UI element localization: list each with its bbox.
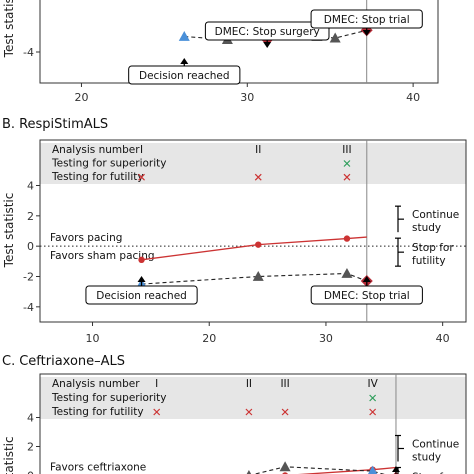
futility-cross-b xyxy=(254,173,262,181)
x-tick-label: 10 xyxy=(86,332,100,345)
analysis-roman-label: II xyxy=(246,378,252,390)
y-tick-label: -2 xyxy=(23,271,34,284)
analysis-roman-label: III xyxy=(280,378,289,390)
callout-dmec-stop-surgery-arrow-head xyxy=(263,42,272,48)
futility-row-label: Testing for futility xyxy=(51,406,144,418)
superiority-cross-b xyxy=(369,394,377,402)
futility-cross-b xyxy=(153,408,161,416)
futility-cross xyxy=(343,173,351,181)
continue-label-line2: study xyxy=(412,452,441,464)
futility-triangle-point xyxy=(341,267,353,278)
panel-frame xyxy=(39,373,467,474)
panel-2: B. RespiStimALS Test statistic -4 -2 0 2 4 10 20 3… xyxy=(2,117,467,345)
panel-frame xyxy=(39,139,467,323)
continue-label-line2: study xyxy=(412,222,441,234)
futility-triangle-point xyxy=(246,470,252,474)
futility-cross xyxy=(369,408,377,416)
y-axis-title: Test statistic xyxy=(2,193,16,269)
futility-cross xyxy=(153,408,161,416)
y-axis-title: statistic xyxy=(2,436,16,474)
x-tick-label: 30 xyxy=(319,332,333,345)
callout-decision-reached-label: Decision reached xyxy=(139,70,230,82)
decision-triangle-point xyxy=(367,465,378,474)
x-tick-label: 40 xyxy=(406,91,420,104)
futility-label-line1: Stop for xyxy=(412,472,454,474)
y-tick-label: 0 xyxy=(27,470,34,474)
callout-decision-reached-arrow-head xyxy=(180,58,189,64)
superiority-row-label: Testing for superiority xyxy=(51,392,167,404)
callout-decision-reached-label: Decision reached xyxy=(96,290,187,302)
futility-triangle-point xyxy=(279,461,291,472)
y-tick-label: 4 xyxy=(27,412,34,425)
x-tick-label: 20 xyxy=(74,91,88,104)
callout-decision-reached-arrow-head xyxy=(137,276,146,282)
efficacy-point xyxy=(138,256,145,264)
analysis-number-label: Analysis number xyxy=(52,144,140,156)
favors-upper-label: Favors pacing xyxy=(50,232,122,244)
y-axis-title: Test statistic xyxy=(2,0,16,58)
futility-cross-b xyxy=(343,173,351,181)
efficacy-point xyxy=(343,235,351,242)
futility-label-line2: futility xyxy=(412,255,446,267)
futility-triangle-point xyxy=(329,32,341,43)
superiority-cross xyxy=(369,394,377,402)
futility-label-line1: Stop for xyxy=(412,242,454,254)
panel-title: C. Ceftriaxone–ALS xyxy=(2,354,125,369)
favors-lower-label: Favors sham pacing xyxy=(50,250,155,262)
panel-label: C. xyxy=(2,354,15,369)
efficacy-point xyxy=(255,241,262,248)
y-tick-label: 0 xyxy=(27,240,34,253)
futility-cross xyxy=(245,408,253,416)
panel-3: C. Ceftriaxone–ALS statistic 0 2 4 Analysis nu… xyxy=(2,354,467,474)
futility-cross-b xyxy=(369,408,377,416)
analysis-roman-label: III xyxy=(342,144,351,156)
x-tick-label: 30 xyxy=(240,91,254,104)
analysis-roman-label: I xyxy=(155,378,158,390)
y-tick-label: -4 xyxy=(23,46,34,59)
callout-dmec-stop-trial-label: DMEC: Stop trial xyxy=(324,290,410,302)
x-tick-label: 40 xyxy=(436,332,450,345)
superiority-cross-b xyxy=(343,160,351,167)
efficacy-series-line xyxy=(141,236,367,261)
continue-label-line1: Continue xyxy=(412,209,459,221)
futility-cross xyxy=(254,173,262,181)
analysis-number-label: Analysis number xyxy=(52,378,140,390)
analysis-header-band xyxy=(40,377,466,419)
futility-series-line xyxy=(141,272,367,285)
futility-cross-b xyxy=(138,173,145,181)
futility-cross-b xyxy=(245,408,253,416)
superiority-cross xyxy=(343,160,351,167)
superiority-row-label: Testing for superiority xyxy=(51,158,167,170)
callout-dmec-stop-trial-arrow-head xyxy=(362,30,371,36)
futility-cross xyxy=(138,173,145,181)
panel-title: B. RespiStimALS xyxy=(2,117,108,132)
panel-title-text: Ceftriaxone–ALS xyxy=(19,354,125,369)
futility-cross xyxy=(281,408,289,416)
efficacy-series-line xyxy=(297,466,397,474)
panel-label: B. xyxy=(2,117,15,132)
panel-1: Test statistic -4 20 30 40 DMEC: Stop surgery… xyxy=(2,0,439,104)
y-tick-label: -4 xyxy=(23,301,34,314)
callout-dmec-stop-trial-arrow-head xyxy=(362,276,371,282)
analysis-roman-label: I xyxy=(140,144,143,156)
panel-title-text: RespiStimALS xyxy=(19,117,108,132)
decision-triangle-point xyxy=(178,31,190,41)
callout-dmec-stop-trial-label: DMEC: Stop trial xyxy=(324,14,410,26)
y-tick-label: 2 xyxy=(27,210,34,223)
futility-triangle-point xyxy=(252,271,264,281)
analysis-roman-label: IV xyxy=(367,378,378,390)
favors-upper-label: Favors ceftriaxone xyxy=(50,462,146,474)
continue-label-line1: Continue xyxy=(412,439,459,451)
analysis-header-band xyxy=(40,143,466,184)
x-tick-label: 20 xyxy=(202,332,216,345)
futility-row-label: Testing for futility xyxy=(51,171,144,183)
futility-cross-b xyxy=(281,408,289,416)
analysis-roman-label: II xyxy=(255,144,261,156)
y-tick-label: 4 xyxy=(27,180,34,193)
panel-c-stop-arrow-head xyxy=(391,466,400,472)
callout-dmec-stop-surgery-label: DMEC: Stop surgery xyxy=(215,26,320,38)
y-tick-label: 2 xyxy=(27,441,34,454)
